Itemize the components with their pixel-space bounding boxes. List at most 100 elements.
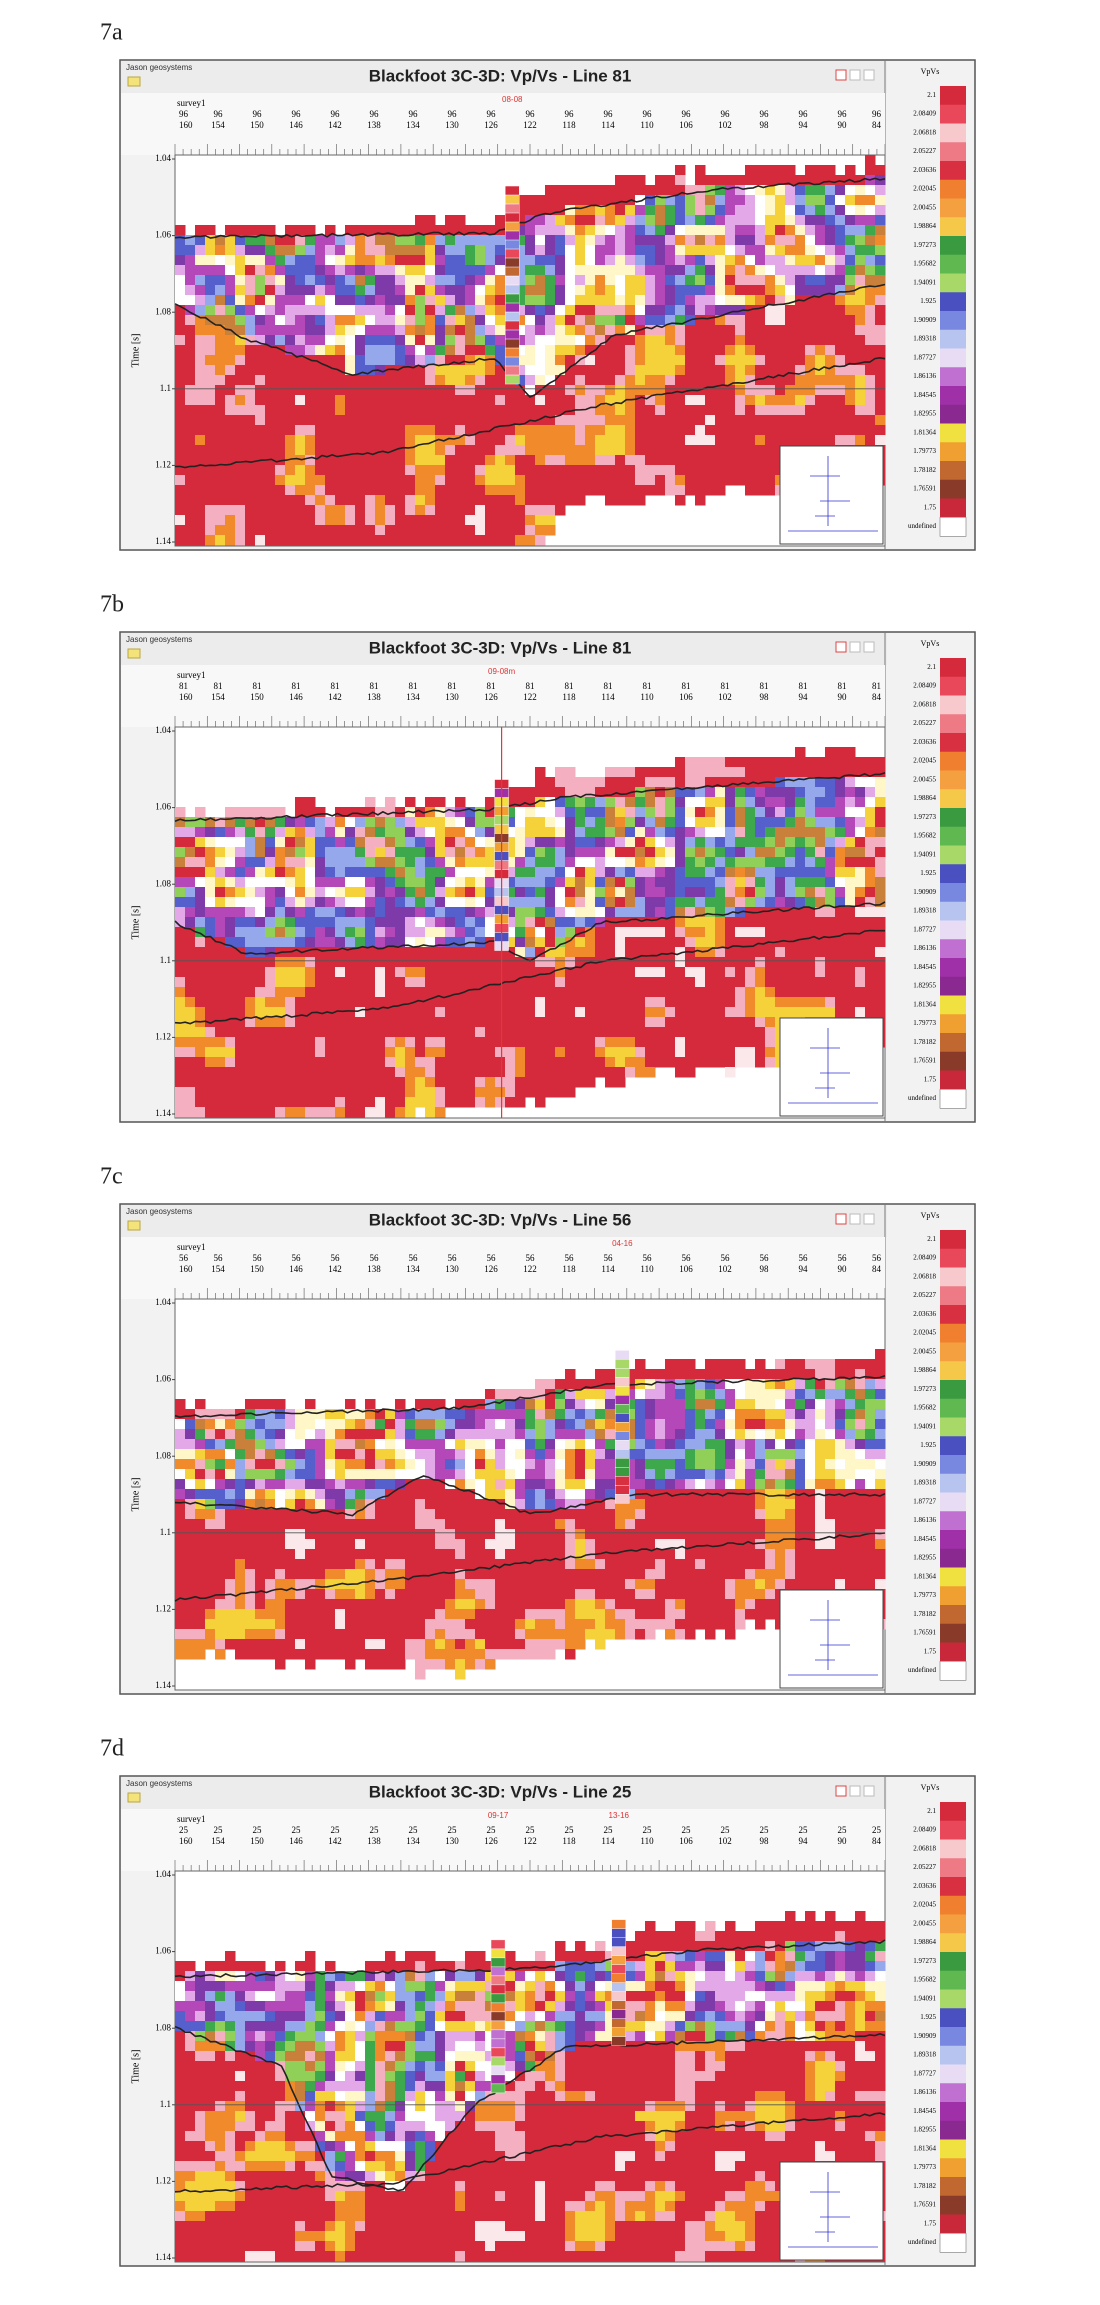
seismic-cell: [245, 465, 256, 476]
colorbar-label: 1.87727: [913, 925, 936, 933]
seismic-cell: [465, 1037, 476, 1048]
seismic-cell: [325, 907, 336, 918]
seismic-cell: [735, 857, 746, 868]
seismic-cell: [495, 525, 506, 536]
window-button[interactable]: [850, 642, 860, 652]
seismic-cell: [335, 1107, 346, 1118]
seismic-cell: [375, 435, 386, 446]
seismic-cell: [455, 285, 466, 296]
window-button[interactable]: [864, 70, 874, 80]
seismic-cell: [575, 807, 586, 818]
seismic-cell: [285, 1047, 296, 1058]
seismic-cell: [325, 1087, 336, 1098]
well-log-segment: [505, 231, 519, 240]
seismic-cell: [575, 797, 586, 808]
seismic-cell: [685, 465, 696, 476]
seismic-cell: [545, 295, 556, 306]
seismic-cell: [725, 435, 736, 446]
seismic-cell: [745, 445, 756, 456]
seismic-cell: [235, 887, 246, 898]
window-button[interactable]: [850, 1214, 860, 1224]
seismic-cell: [355, 957, 366, 968]
seismic-cell: [735, 345, 746, 356]
seismic-cell: [585, 185, 596, 196]
time-tick-label: 1.08: [155, 878, 171, 888]
seismic-cell: [275, 385, 286, 396]
seismic-cell: [595, 245, 606, 256]
window-button[interactable]: [836, 1214, 846, 1224]
seismic-cell: [605, 797, 616, 808]
seismic-cell: [815, 807, 826, 818]
seismic-cell: [195, 1107, 206, 1118]
seismic-cell: [195, 525, 206, 536]
seismic-cell: [385, 887, 396, 898]
seismic-cell: [605, 315, 616, 326]
seismic-cell: [475, 957, 486, 968]
seismic-cell: [395, 907, 406, 918]
seismic-cell: [735, 797, 746, 808]
seismic-cell: [355, 967, 366, 978]
seismic-cell: [645, 877, 656, 888]
seismic-cell: [305, 847, 316, 858]
seismic-cell: [295, 295, 306, 306]
seismic-cell: [395, 1027, 406, 1038]
seismic-cell: [545, 395, 556, 406]
seismic-cell: [415, 475, 426, 486]
seismic-cell: [375, 255, 386, 266]
seismic-cell: [515, 937, 526, 948]
seismic-cell: [865, 365, 876, 376]
seismic-cell: [445, 465, 456, 476]
seismic-cell: [815, 947, 826, 958]
seismic-cell: [525, 827, 536, 838]
seismic-cell: [765, 1017, 776, 1028]
seismic-cell: [785, 757, 796, 768]
seismic-cell: [535, 435, 546, 446]
seismic-cell: [265, 355, 276, 366]
window-button[interactable]: [864, 1214, 874, 1224]
inline-label: 81: [760, 681, 769, 691]
seismic-cell: [595, 987, 606, 998]
seismic-cell: [775, 205, 786, 216]
seismic-cell: [545, 285, 556, 296]
window-button[interactable]: [864, 642, 874, 652]
seismic-cell: [795, 917, 806, 928]
seismic-cell: [805, 827, 816, 838]
seismic-cell: [255, 265, 266, 276]
seismic-cell: [515, 967, 526, 978]
seismic-cell: [875, 817, 886, 828]
seismic-cell: [555, 505, 566, 516]
seismic-cell: [275, 977, 286, 988]
seismic-cell: [525, 375, 536, 386]
seismic-cell: [395, 535, 406, 546]
window-button[interactable]: [836, 642, 846, 652]
seismic-cell: [685, 195, 696, 206]
window-button[interactable]: [850, 70, 860, 80]
seismic-cell: [655, 1047, 666, 1058]
window-button[interactable]: [836, 70, 846, 80]
seismic-cell: [725, 225, 736, 236]
seismic-cell: [175, 245, 186, 256]
colorbar-swatch: [940, 883, 966, 902]
seismic-cell: [515, 405, 526, 416]
seismic-cell: [405, 837, 416, 848]
seismic-cell: [705, 787, 716, 798]
seismic-cell: [355, 375, 366, 386]
seismic-cell: [685, 395, 696, 406]
seismic-cell: [435, 1037, 446, 1048]
xline-label: 102: [718, 692, 732, 702]
seismic-cell: [335, 435, 346, 446]
seismic-cell: [465, 897, 476, 908]
seismic-cell: [575, 857, 586, 868]
seismic-cell: [465, 295, 476, 306]
seismic-cell: [835, 847, 846, 858]
seismic-cell: [735, 757, 746, 768]
seismic-cell: [745, 987, 756, 998]
seismic-cell: [415, 977, 426, 988]
seismic-cell: [695, 967, 706, 978]
seismic-cell: [835, 245, 846, 256]
seismic-cell: [175, 225, 186, 236]
seismic-cell: [365, 1077, 376, 1088]
colorbar-swatch: [940, 424, 966, 443]
seismic-cell: [175, 365, 186, 376]
